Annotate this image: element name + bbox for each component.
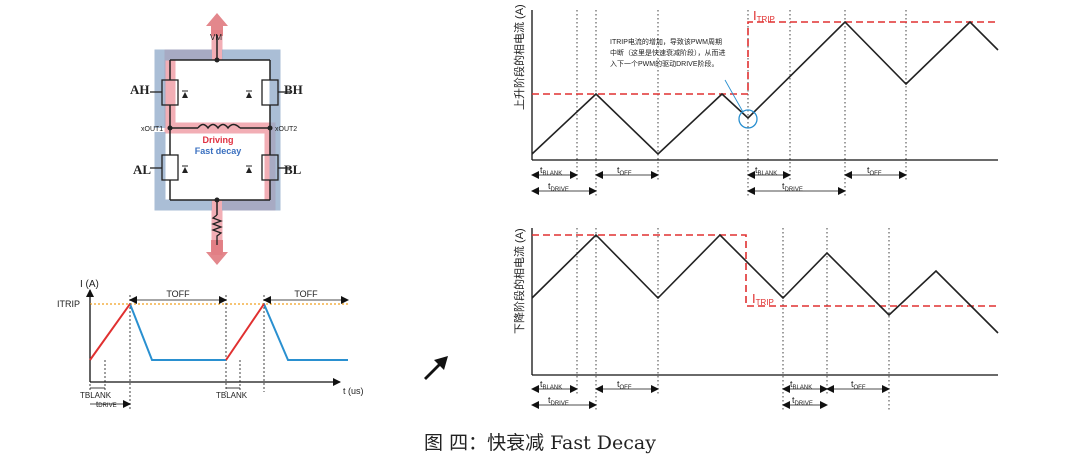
- fast-decay-legend: Fast decay: [195, 146, 242, 156]
- bottom-tdrive-label-1: tDRIVE: [548, 395, 569, 407]
- ah-label: AH: [130, 82, 150, 97]
- vm-up-arrow: [206, 13, 228, 36]
- sense-resistor: [211, 214, 223, 245]
- bottom-toff-label-1: tOFF: [617, 379, 632, 391]
- small-toff-label-2: TOFF: [294, 289, 318, 299]
- top-toff-label-2: tOFF: [867, 165, 882, 177]
- trip-event-marker: [738, 109, 758, 129]
- small-decay-wave: [129, 303, 348, 361]
- bottom-y-label: 下降阶段的相电流 (A): [512, 228, 526, 334]
- small-tdrive-label: tDRIVE: [96, 400, 117, 409]
- top-itrip-label: ITRIP: [753, 8, 775, 24]
- top-annotation-text: ITRIP电流的增加，导致该PWM周期 中断（这里是快速衰减阶段），从而进 入下…: [610, 37, 727, 68]
- xout1-label: xOUT1: [141, 126, 163, 133]
- bottom-itrip-threshold: [532, 234, 998, 307]
- transition-arrow: [424, 356, 448, 380]
- bl-label: BL: [284, 162, 302, 177]
- annotation-pointer: [724, 79, 744, 113]
- small-current-chart: I (A) ITRIP TOFF TOFF t (us) TBLANK TBLA…: [57, 279, 364, 410]
- driving-legend: Driving: [202, 135, 233, 145]
- small-drive-wave: [89, 303, 265, 361]
- top-itrip-threshold: [532, 21, 998, 95]
- small-toff-label-1: TOFF: [166, 289, 190, 299]
- vm-label: VM: [210, 33, 222, 42]
- bottom-toff-label-2: tOFF: [851, 379, 866, 391]
- bottom-tdrive-label-2: tDRIVE: [792, 395, 813, 407]
- bottom-itrip-label: ITRIP: [752, 291, 774, 307]
- top-tblank-label-1: tBLANK: [540, 165, 562, 177]
- h-bridge-diagram: VM AH BH AL BL xOUT1 xOUT2 Driving Fast …: [130, 13, 303, 265]
- motor-winding: [197, 123, 241, 130]
- bottom-tblank-label-1: tBLANK: [540, 379, 562, 391]
- top-tdrive-label-1: tDRIVE: [548, 181, 569, 193]
- al-label: AL: [133, 162, 151, 177]
- top-tdrive-label-2: tDRIVE: [782, 181, 803, 193]
- top-tblank-label-2: tBLANK: [755, 165, 777, 177]
- top-current-wave: [531, 20, 999, 156]
- rising-phase-chart: 上升阶段的相电流 (A) ITRIP ITRIP电流的增加，导致该PWM周期 中…: [512, 4, 999, 198]
- bottom-tblank-label-2: tBLANK: [790, 379, 812, 391]
- bottom-current-wave: [531, 233, 999, 334]
- gnd-down-arrow: [206, 240, 228, 265]
- small-itrip-label: ITRIP: [57, 299, 80, 309]
- xout2-label: xOUT2: [275, 126, 297, 133]
- small-tblank-label-2: TBLANK: [216, 391, 248, 400]
- bh-label: BH: [284, 82, 303, 97]
- small-y-label: I (A): [80, 279, 99, 290]
- small-tblank-label-1: TBLANK: [80, 391, 112, 400]
- falling-phase-chart: 下降阶段的相电流 (A) ITRIP tBLANK tOFF tDRIVE tB…: [512, 228, 999, 412]
- figure-caption: 图 四：快衰减 Fast Decay: [424, 432, 656, 454]
- small-x-label: t (us): [343, 386, 364, 396]
- top-toff-label-1: tOFF: [617, 165, 632, 177]
- top-y-label: 上升阶段的相电流 (A): [512, 4, 526, 110]
- decay-current-path: [154, 49, 281, 211]
